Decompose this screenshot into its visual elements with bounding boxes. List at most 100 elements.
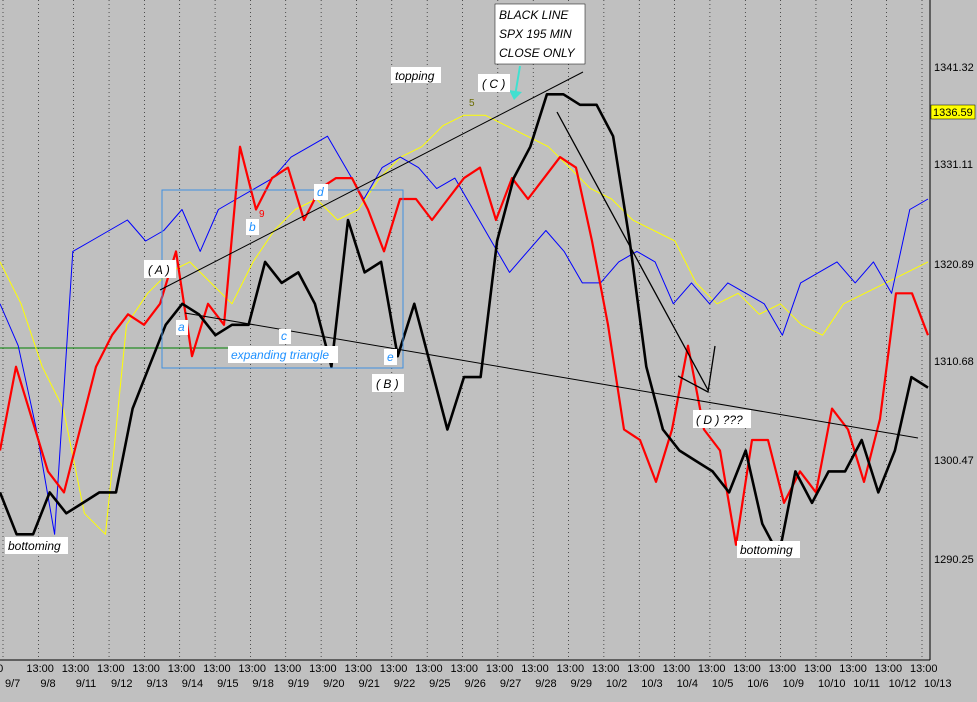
x-date-label: 10/3: [641, 678, 662, 690]
x-date-label: 10/12: [889, 678, 917, 690]
x-axis: 009/713:009/813:009/1113:009/1213:009/13…: [0, 663, 952, 690]
sub-c-label: c: [281, 329, 287, 343]
upper-trendline: [159, 71, 584, 291]
x-time-label: 13:00: [203, 663, 231, 675]
bottoming-right-bg: [737, 541, 800, 558]
x-date-label: 9/8: [40, 678, 55, 690]
last-price-badge: [930, 104, 976, 120]
x-time-label: 13:00: [97, 663, 125, 675]
wave-d-bg: [693, 410, 751, 428]
x-date-label: 10/9: [783, 678, 804, 690]
x-time-label: 13:00: [62, 663, 90, 675]
x-date-label: 10/10: [818, 678, 846, 690]
series-layer: [0, 93, 930, 557]
x-date-label: 10/5: [712, 678, 733, 690]
x-time-label: 13:00: [274, 663, 302, 675]
x-date-label: 10/6: [747, 678, 768, 690]
x-date-label: 9/22: [394, 678, 415, 690]
series-line-1: [0, 145, 930, 546]
x-time-label: 13:00: [769, 663, 797, 675]
x-time-label: 13:00: [698, 663, 726, 675]
note-box: [494, 3, 586, 65]
x-time-label: 13:00: [627, 663, 655, 675]
x-time-label: 13:00: [557, 663, 585, 675]
wave-c-bg: [478, 74, 510, 92]
arrow-icon: [514, 65, 521, 97]
x-time-label: 13:00: [26, 663, 54, 675]
x-date-label: 9/19: [288, 678, 309, 690]
x-date-label: 9/11: [76, 678, 97, 690]
arrow-head-icon: [509, 90, 522, 100]
x-time-label: 13:00: [592, 663, 620, 675]
sub-b-label: b: [249, 220, 256, 234]
wave-a-bg: [144, 260, 176, 278]
x-time-label: 13:00: [238, 663, 266, 675]
x-time-label: 13:00: [910, 663, 938, 675]
x-time-label: 13:00: [521, 663, 549, 675]
y-axis: 1341.32 1331.11 1320.89 1310.68 1300.47 …: [934, 62, 974, 566]
x-time-label: 13:00: [839, 663, 867, 675]
x-time-label: 13:00: [804, 663, 832, 675]
triangle-box: [161, 189, 404, 369]
x-date-label: 9/20: [323, 678, 344, 690]
x-time-label: 13:00: [875, 663, 903, 675]
wave-b-bg: [372, 374, 404, 392]
x-date-label: 9/26: [465, 678, 486, 690]
y-tick-label: 1310.68: [934, 356, 974, 368]
x-time-label: 13:00: [415, 663, 443, 675]
count-9-label: 9: [259, 209, 265, 220]
y-tick-label: 1290.25: [934, 554, 974, 566]
note-line-3: CLOSE ONLY: [499, 46, 576, 60]
series-line-3: [0, 114, 929, 535]
sub-e-label: e: [387, 350, 394, 364]
last-price-label: 1336.59: [933, 107, 973, 119]
x-date-label: 9/13: [146, 678, 167, 690]
x-time-label: 13:00: [344, 663, 372, 675]
sub-d-label: d: [317, 185, 324, 199]
sub-a-bg: [176, 320, 188, 335]
y-tick-label: 1341.32: [934, 62, 974, 74]
x-date-label: 10/11: [853, 678, 880, 690]
topping-bg: [391, 67, 441, 83]
x-time-label: 13:00: [132, 663, 160, 675]
x-date-label: 9/25: [429, 678, 450, 690]
expanding-bg: [228, 346, 338, 363]
sub-c-bg: [279, 329, 291, 344]
x-date-label: 9/12: [111, 678, 132, 690]
bottoming-left-label: bottoming: [8, 539, 61, 553]
wave-c-label: ( C ): [482, 77, 505, 91]
x-time-label: 13:00: [451, 663, 479, 675]
y-tick-label: 1300.47: [934, 455, 974, 467]
x-time-label: 00: [0, 663, 3, 675]
expanding-label: expanding triangle: [231, 348, 329, 362]
d-wave-sketch: [677, 345, 716, 394]
x-time-label: 13:00: [486, 663, 514, 675]
sub-b-bg: [246, 219, 259, 235]
y-tick-label: 1331.11: [934, 159, 973, 171]
x-date-label: 9/28: [535, 678, 556, 690]
x-date-label: 10/13: [924, 678, 952, 690]
bottoming-right-label: bottoming: [740, 543, 793, 557]
lower-trendline: [184, 312, 919, 439]
x-date-label: 9/18: [252, 678, 273, 690]
series-line-2: [0, 135, 929, 535]
topping-label: topping: [395, 69, 435, 83]
x-date-label: 9/15: [217, 678, 238, 690]
sub-a-label: a: [178, 320, 185, 334]
sub-e-bg: [384, 349, 397, 365]
x-date-label: 9/21: [358, 678, 379, 690]
count-5-label: 5: [469, 98, 475, 109]
y-tick-label: 1320.89: [934, 259, 974, 271]
x-time-label: 13:00: [733, 663, 761, 675]
x-time-label: 13:00: [380, 663, 408, 675]
x-date-label: 10/4: [677, 678, 698, 690]
bottoming-left-bg: [5, 537, 68, 554]
wave-a-label: ( A ): [148, 263, 170, 277]
note-line-2: SPX 195 MIN: [499, 27, 572, 41]
wave-b-label: ( B ): [376, 377, 399, 391]
sub-d-bg: [314, 184, 328, 200]
x-time-label: 13:00: [168, 663, 196, 675]
x-date-label: 9/7: [5, 678, 20, 690]
series-line-0: [0, 93, 929, 557]
